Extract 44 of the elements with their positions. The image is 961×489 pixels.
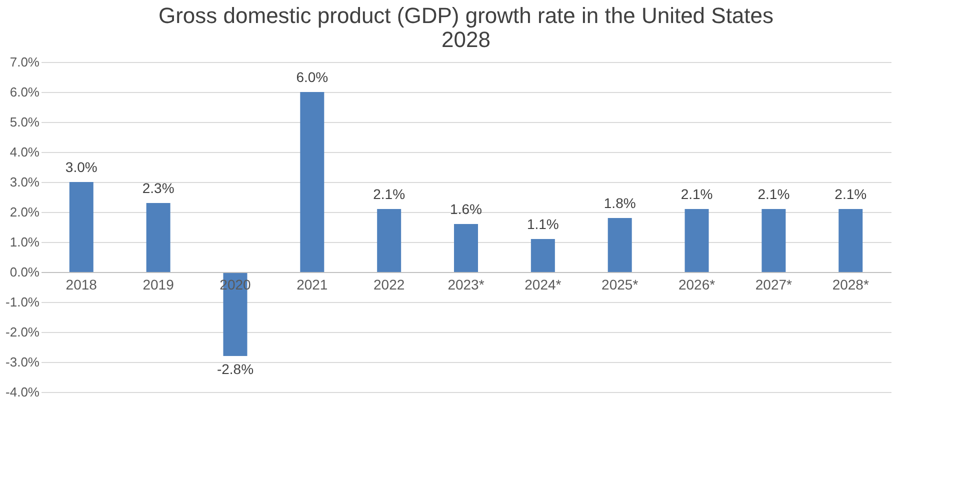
- x-tick-label: 2027*: [755, 276, 793, 292]
- y-tick-label: -3.0%: [6, 354, 40, 370]
- data-label: 6.0%: [296, 69, 328, 85]
- bar: [838, 209, 863, 272]
- y-tick-label: 2.0%: [10, 204, 40, 220]
- bar: [69, 182, 94, 272]
- bar: [608, 218, 632, 272]
- y-tick-label: -1.0%: [6, 294, 40, 310]
- x-tick-label: 2028*: [832, 276, 870, 292]
- data-label: 2.1%: [373, 186, 406, 202]
- y-tick-label: 6.0%: [10, 84, 40, 100]
- y-tick-label: -2.0%: [6, 324, 40, 340]
- bar: [684, 209, 709, 272]
- data-label: 2.1%: [834, 186, 867, 202]
- bar: [454, 224, 478, 272]
- x-tick-label: 2022: [374, 276, 405, 292]
- data-label: 1.1%: [526, 216, 559, 232]
- y-tick-label: 0.0%: [10, 264, 40, 280]
- x-tick-label: 2023*: [448, 276, 485, 292]
- x-tick-label: 2018: [66, 276, 98, 292]
- bar: [146, 203, 170, 272]
- x-tick-label: 2026*: [678, 276, 716, 292]
- bar: [762, 209, 786, 272]
- y-tick-label: 4.0%: [10, 144, 40, 160]
- y-tick-label: 7.0%: [10, 54, 40, 70]
- data-label: 2.3%: [142, 180, 174, 196]
- bar: [300, 92, 324, 272]
- x-tick-label: 2024*: [524, 276, 562, 292]
- bar: [377, 209, 402, 272]
- x-tick-label: 2025*: [602, 276, 639, 292]
- y-tick-label: 5.0%: [10, 114, 40, 130]
- x-tick-label: 2021: [296, 276, 328, 292]
- data-label: 1.6%: [450, 201, 482, 217]
- bar: [530, 239, 555, 272]
- y-tick-label: -4.0%: [6, 384, 40, 400]
- y-tick-label: 1.0%: [10, 234, 40, 250]
- data-label: 2.1%: [680, 186, 713, 202]
- chart-title: Gross domestic product (GDP) growth rate in the United States 2028: [158, 3, 774, 52]
- data-label: 1.8%: [604, 195, 636, 211]
- x-tick-label: 2019: [142, 276, 174, 292]
- data-label: 3.0%: [65, 159, 98, 175]
- y-tick-label: 3.0%: [10, 174, 40, 190]
- data-label: 2.1%: [758, 186, 790, 202]
- data-label: -2.8%: [216, 361, 254, 377]
